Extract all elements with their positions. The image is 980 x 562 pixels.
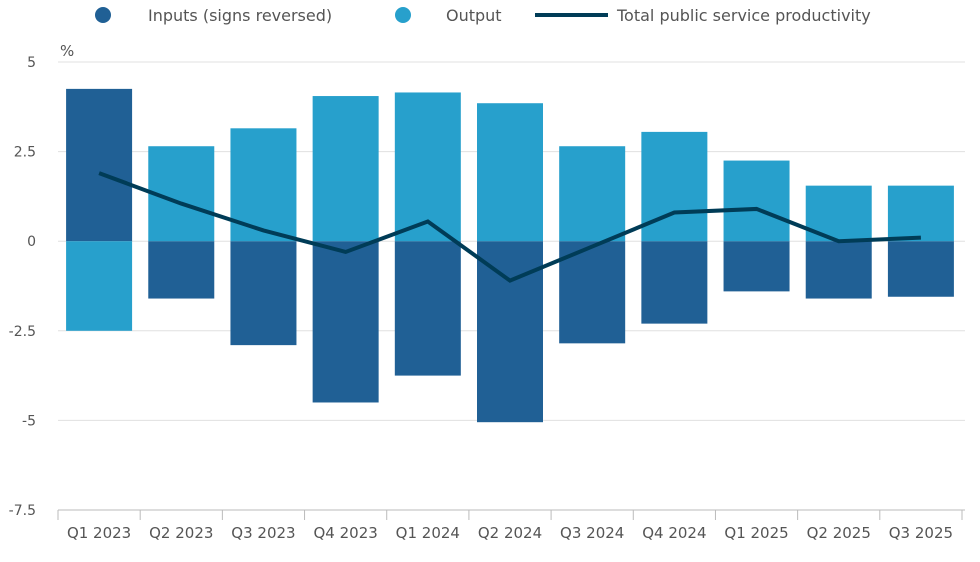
legend-label-output: Output <box>446 6 502 25</box>
legend-marker-inputs <box>95 7 111 23</box>
x-tick-label: Q3 2024 <box>560 524 624 542</box>
legend-marker-output <box>395 7 411 23</box>
x-tick-label: Q3 2023 <box>231 524 295 542</box>
y-axis-label: % <box>60 42 74 60</box>
y-tick-label: 0 <box>27 234 36 250</box>
bar-output <box>559 146 626 242</box>
bar-output <box>312 96 379 242</box>
bar-output <box>641 131 708 242</box>
bar-inputs <box>148 241 215 299</box>
bar-inputs <box>723 241 790 292</box>
x-tick-label: Q1 2023 <box>67 524 131 542</box>
bar-output <box>477 103 543 242</box>
x-tick-label: Q4 2024 <box>642 524 706 542</box>
bar-inputs <box>887 241 954 297</box>
legend: Inputs (signs reversed) Output Total pub… <box>95 6 871 25</box>
x-tick-label: Q4 2023 <box>313 524 377 542</box>
bar-inputs <box>394 241 461 376</box>
bar-inputs <box>66 88 133 242</box>
legend-label-inputs: Inputs (signs reversed) <box>148 6 332 25</box>
bar-inputs <box>477 241 543 423</box>
y-tick-label: -5 <box>22 413 36 429</box>
bar-inputs <box>230 241 297 346</box>
x-tick-label: Q1 2024 <box>396 524 460 542</box>
bar-output <box>723 160 790 242</box>
x-tick-label: Q2 2025 <box>807 524 871 542</box>
bar-output <box>66 241 133 331</box>
legend-label-productivity: Total public service productivity <box>616 6 871 25</box>
y-tick-label: -2.5 <box>9 324 36 340</box>
x-tick-label: Q1 2025 <box>724 524 788 542</box>
bar-inputs <box>312 241 379 403</box>
y-tick-label: -7.5 <box>9 503 36 519</box>
y-tick-label: 5 <box>27 55 36 71</box>
bar-inputs <box>559 241 626 344</box>
bar-inputs <box>805 241 872 299</box>
x-tick-label: Q2 2023 <box>149 524 213 542</box>
bar-output <box>887 185 954 242</box>
bar-inputs <box>641 241 708 324</box>
x-tick-label: Q3 2025 <box>889 524 953 542</box>
y-tick-label: 2.5 <box>14 145 36 161</box>
bar-output <box>394 92 461 242</box>
x-tick-label: Q2 2024 <box>478 524 542 542</box>
